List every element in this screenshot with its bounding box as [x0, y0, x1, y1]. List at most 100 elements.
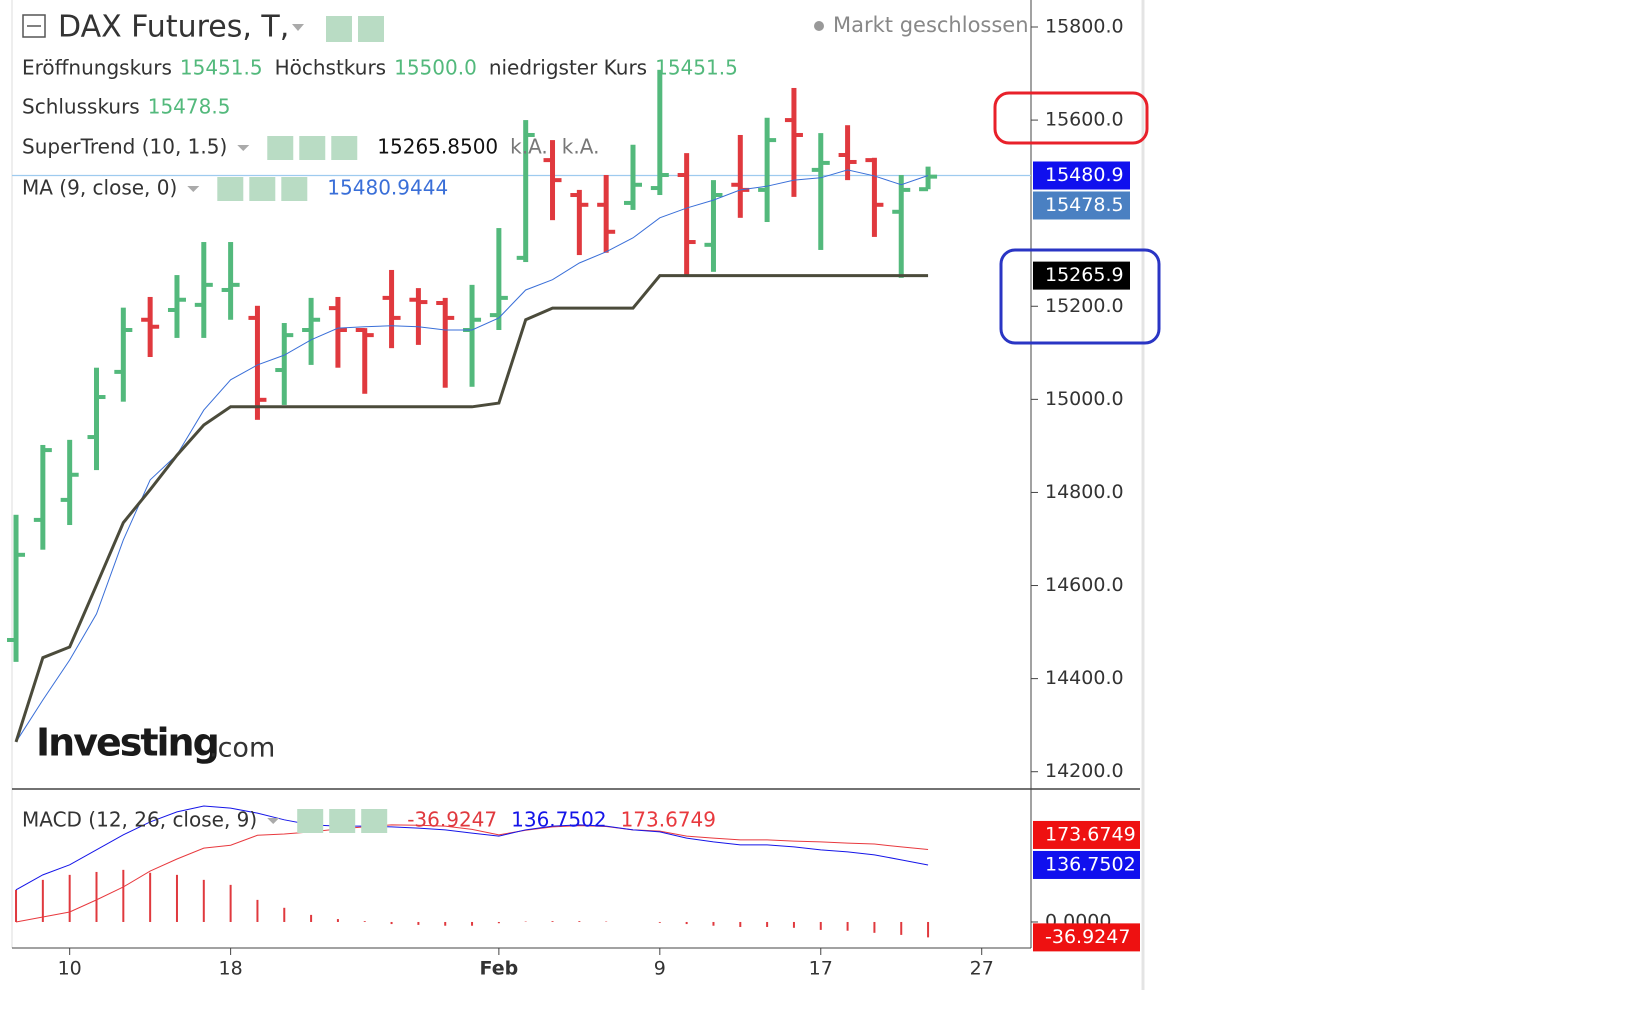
ma-line	[15, 169, 929, 743]
bar-range	[764, 117, 770, 223]
status-dot	[814, 21, 824, 31]
bar-close	[418, 300, 428, 305]
bar-open	[355, 328, 365, 333]
bar-close	[203, 282, 213, 287]
y-tick-label: 15000.0	[1045, 388, 1124, 410]
bar-range	[13, 514, 19, 662]
bar-range	[67, 439, 73, 526]
icon[interactable]	[249, 177, 276, 201]
bar-close	[632, 182, 642, 187]
price-label: -36.9247	[1045, 926, 1130, 948]
bar-close	[16, 552, 26, 557]
signal-line	[15, 824, 929, 923]
bar-range	[93, 367, 99, 471]
bar-open	[650, 186, 660, 191]
bar-range	[630, 144, 636, 210]
legend-value: 15478.5	[148, 95, 231, 119]
bar-open	[436, 301, 446, 306]
price-label: 15478.5	[1045, 194, 1124, 216]
price-label: 173.6749	[1045, 823, 1136, 845]
bar-close	[123, 328, 133, 333]
bar-range	[523, 120, 529, 263]
legend-value: 15451.5	[655, 56, 738, 80]
bar-close	[901, 187, 911, 192]
bar-open	[623, 200, 633, 205]
bar-open	[597, 202, 607, 207]
dropdown-arrow[interactable]	[237, 145, 250, 151]
bar-close	[337, 328, 347, 333]
icon[interactable]	[358, 16, 384, 42]
dropdown-arrow[interactable]	[292, 24, 304, 31]
bar-open	[194, 302, 204, 307]
bar-range	[174, 275, 180, 338]
legend-label: niedrigster Kurs	[489, 56, 647, 80]
icon[interactable]	[329, 809, 356, 833]
bar-range	[737, 134, 743, 218]
y-tick-label: 14600.0	[1045, 574, 1124, 596]
bar-open	[489, 313, 499, 318]
bar-close	[579, 202, 589, 207]
indicator-value: 15480.9444	[327, 176, 448, 200]
y-tick-label: 14800.0	[1045, 481, 1124, 503]
collapse-icon[interactable]	[22, 14, 46, 38]
bar-range	[201, 242, 207, 338]
dropdown-arrow[interactable]	[187, 186, 200, 192]
icon[interactable]	[297, 809, 324, 833]
bar-range	[362, 328, 368, 394]
bar-open	[731, 182, 741, 187]
indicator-value: 15265.8500	[377, 135, 498, 159]
bar-range	[845, 125, 851, 181]
price-label-box	[1033, 161, 1130, 190]
bar-open	[758, 187, 768, 192]
bar-range	[496, 228, 502, 331]
bar-range	[335, 296, 341, 368]
bar-open	[865, 158, 875, 163]
legend-value: 15500.0	[394, 56, 477, 80]
macd-line	[15, 805, 929, 891]
bar-close	[230, 282, 240, 287]
bar-close	[391, 315, 401, 320]
bar-open	[919, 187, 929, 192]
indicator-value: 136.7502	[511, 808, 606, 832]
bar-range	[228, 242, 234, 320]
bar-open	[302, 328, 312, 333]
bar-range	[120, 307, 126, 402]
bar-close	[150, 324, 160, 329]
bar-close	[257, 397, 267, 402]
bar-range	[281, 323, 287, 405]
icon[interactable]	[331, 136, 358, 160]
bar-close	[498, 295, 508, 300]
icon[interactable]	[326, 16, 352, 42]
bar-range	[657, 69, 663, 196]
bar-close	[820, 160, 830, 165]
bar-range	[40, 444, 46, 550]
icon[interactable]	[361, 809, 388, 833]
bar-range	[415, 288, 421, 345]
bar-open	[248, 315, 258, 320]
bar-close	[42, 448, 52, 453]
watermark-suffix: .com	[209, 733, 275, 764]
bar-open	[892, 209, 902, 214]
bar-range	[389, 269, 395, 349]
dropdown-arrow[interactable]	[267, 818, 280, 824]
icon[interactable]	[281, 177, 308, 201]
x-tick-label: 10	[58, 958, 82, 980]
price-label: 136.7502	[1045, 853, 1136, 875]
icon[interactable]	[299, 136, 326, 160]
bar-close	[284, 333, 294, 338]
x-tick-label: 18	[219, 958, 243, 980]
indicator-name: MACD (12, 26, close, 9)	[22, 808, 257, 832]
y-tick-label: 15200.0	[1045, 295, 1124, 317]
icon[interactable]	[267, 136, 294, 160]
bar-close	[445, 315, 455, 320]
legend-label: Höchstkurs	[275, 56, 387, 80]
legend-label: Eröffnungskurs	[22, 56, 172, 80]
icon[interactable]	[217, 177, 244, 201]
x-tick-label: Feb	[480, 958, 519, 980]
bar-close	[847, 159, 857, 164]
indicator-value: 173.6749	[621, 808, 716, 832]
bar-close	[659, 173, 669, 178]
bar-open	[114, 369, 124, 374]
